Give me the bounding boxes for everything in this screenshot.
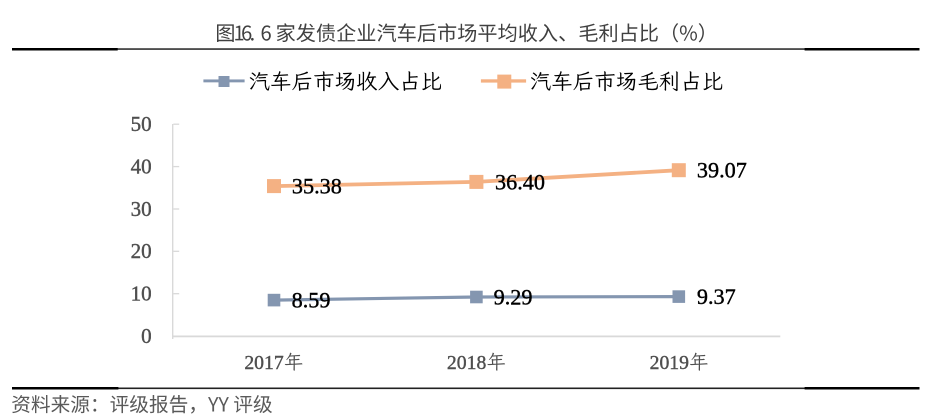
- svg-text:20: 20: [131, 239, 152, 263]
- svg-text:2019: 2019: [650, 352, 690, 374]
- svg-text:2018: 2018: [447, 352, 487, 374]
- svg-text:0: 0: [141, 324, 152, 348]
- svg-text:36.40: 36.40: [495, 170, 545, 195]
- svg-text:10: 10: [131, 282, 152, 306]
- svg-text:30: 30: [131, 197, 152, 221]
- svg-text:2017: 2017: [244, 352, 284, 374]
- svg-text:9.37: 9.37: [697, 284, 736, 309]
- svg-text:9.29: 9.29: [494, 285, 533, 310]
- svg-text:35.38: 35.38: [292, 174, 342, 199]
- svg-text:40: 40: [131, 155, 152, 179]
- svg-text:50: 50: [131, 112, 152, 136]
- svg-text:39.07: 39.07: [697, 158, 747, 183]
- svg-text:8.59: 8.59: [292, 288, 331, 313]
